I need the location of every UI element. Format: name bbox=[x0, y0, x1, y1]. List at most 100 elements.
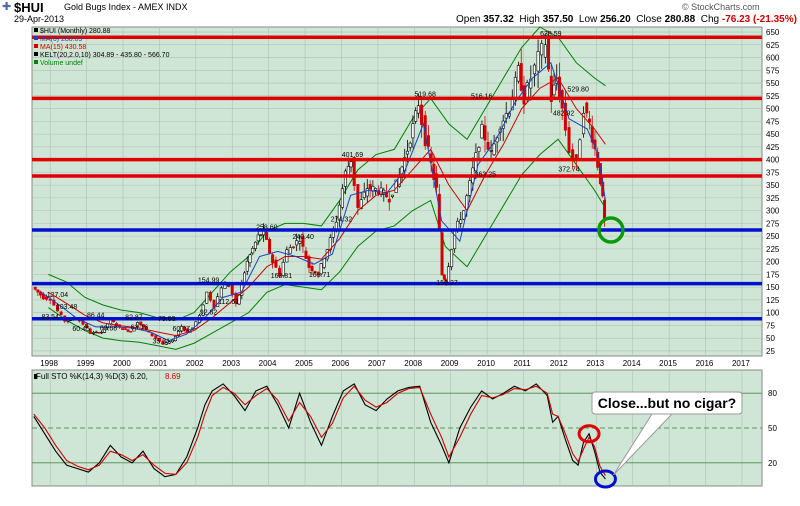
price-candle bbox=[563, 102, 567, 131]
x-tick-label: 2012 bbox=[550, 359, 568, 368]
price-candle bbox=[150, 333, 154, 337]
brand-watermark: © StockCharts.com bbox=[682, 2, 760, 12]
keltner-upper-line bbox=[48, 26, 606, 321]
price-label: 363.25 bbox=[475, 171, 497, 178]
price-candle bbox=[256, 234, 260, 242]
price-candle bbox=[374, 188, 378, 191]
price-candle bbox=[167, 341, 171, 344]
y-tick-label: 50 bbox=[766, 334, 775, 343]
price-candle bbox=[288, 247, 292, 254]
y-tick-label: 525 bbox=[766, 92, 780, 101]
price-candle bbox=[180, 326, 184, 332]
legend-entry: KELT(20,2.0,10) 304.89 - 435.80 - 566.70 bbox=[40, 52, 170, 59]
price-candle bbox=[59, 311, 63, 315]
x-tick-label: 1999 bbox=[77, 359, 95, 368]
y-tick-label: 325 bbox=[766, 194, 780, 203]
x-tick-label: 2005 bbox=[295, 359, 313, 368]
price-candle bbox=[359, 199, 363, 209]
legend-swatch bbox=[34, 36, 38, 40]
keltner-lower-line bbox=[48, 138, 606, 350]
price-label: 60.07 bbox=[173, 326, 191, 333]
y-tick-label: 475 bbox=[766, 117, 780, 126]
ma6-line bbox=[40, 61, 606, 342]
price-label: 240.40 bbox=[293, 234, 315, 241]
price-candle bbox=[94, 331, 98, 334]
price-candle bbox=[97, 332, 101, 334]
legend-swatch bbox=[34, 44, 38, 48]
price-candle bbox=[387, 198, 391, 203]
y-tick-label: 425 bbox=[766, 143, 780, 152]
price-candle bbox=[585, 102, 589, 114]
ma15-line bbox=[48, 77, 606, 337]
price-label: 154.99 bbox=[198, 278, 220, 285]
price-candle bbox=[285, 249, 289, 263]
y-tick-label: 625 bbox=[766, 41, 780, 50]
price-candle bbox=[442, 274, 446, 280]
price-label: 79.63 bbox=[158, 316, 176, 323]
price-candle bbox=[112, 320, 116, 323]
price-candle bbox=[519, 63, 523, 91]
y-tick-label: 275 bbox=[766, 219, 780, 228]
price-candle bbox=[39, 291, 43, 296]
price-candle bbox=[201, 304, 205, 316]
price-candle bbox=[540, 43, 544, 56]
price-candle bbox=[340, 188, 344, 208]
price-candle bbox=[567, 127, 571, 153]
price-candle bbox=[322, 258, 326, 268]
price-candle bbox=[88, 328, 92, 334]
price-candle bbox=[356, 184, 360, 208]
chart-header: ✚ $HUI Gold Bugs Index - AMEX INDX 29-Ap… bbox=[0, 0, 800, 26]
price-candle bbox=[459, 219, 463, 224]
y-tick-label: 575 bbox=[766, 66, 780, 75]
price-candle bbox=[123, 328, 127, 330]
price-candle bbox=[462, 210, 466, 220]
price-label: 401.69 bbox=[342, 152, 364, 159]
price-label: 516.16 bbox=[471, 93, 493, 100]
price-candle bbox=[483, 125, 487, 141]
x-tick-label: 2009 bbox=[441, 359, 459, 368]
price-candle bbox=[157, 337, 161, 342]
price-candle bbox=[129, 331, 133, 333]
price-candle bbox=[536, 51, 540, 72]
price-label: 127.04 bbox=[47, 292, 69, 299]
y-tick-label: 225 bbox=[766, 245, 780, 254]
price-candle bbox=[304, 250, 308, 259]
legend-entry: $HUI (Monthly) 280.88 bbox=[40, 28, 111, 35]
callout-box bbox=[591, 391, 743, 415]
y-tick-label: 200 bbox=[766, 258, 780, 267]
price-candle bbox=[248, 254, 252, 264]
price-label: 165.71 bbox=[309, 272, 331, 279]
x-tick-label: 2002 bbox=[186, 359, 204, 368]
sto-legend: 8.69 bbox=[165, 372, 181, 381]
x-tick-label: 2008 bbox=[404, 359, 422, 368]
sto-y-tick-label: 20 bbox=[768, 459, 777, 468]
red-sto-marker bbox=[577, 424, 601, 444]
y-tick-label: 650 bbox=[766, 28, 780, 37]
price-candle bbox=[45, 296, 49, 300]
price-candle bbox=[456, 220, 460, 230]
price-candle bbox=[549, 75, 553, 102]
price-label: 103.48 bbox=[56, 304, 78, 311]
price-label: 86.44 bbox=[87, 313, 105, 320]
price-candle bbox=[411, 123, 415, 139]
expand-icon[interactable]: ✚ bbox=[2, 1, 12, 13]
price-candle bbox=[513, 77, 517, 100]
y-tick-label: 600 bbox=[766, 54, 780, 63]
sto-y-tick-label: 50 bbox=[768, 424, 777, 433]
price-candle bbox=[274, 259, 278, 268]
price-candle bbox=[362, 191, 366, 198]
price-candle bbox=[543, 44, 547, 58]
y-tick-label: 375 bbox=[766, 168, 780, 177]
price-candle bbox=[161, 340, 165, 345]
x-tick-label: 2017 bbox=[732, 359, 750, 368]
legend-entry: MA(6) 280.09 bbox=[40, 36, 83, 43]
price-candle bbox=[281, 262, 285, 276]
price-candle bbox=[578, 139, 582, 161]
price-label: 638.59 bbox=[540, 31, 562, 38]
y-tick-label: 75 bbox=[766, 321, 775, 330]
price-candle bbox=[251, 248, 255, 254]
x-tick-label: 2011 bbox=[514, 359, 532, 368]
price-candle bbox=[205, 291, 209, 304]
index-name: Gold Bugs Index - AMEX INDX bbox=[64, 2, 188, 12]
